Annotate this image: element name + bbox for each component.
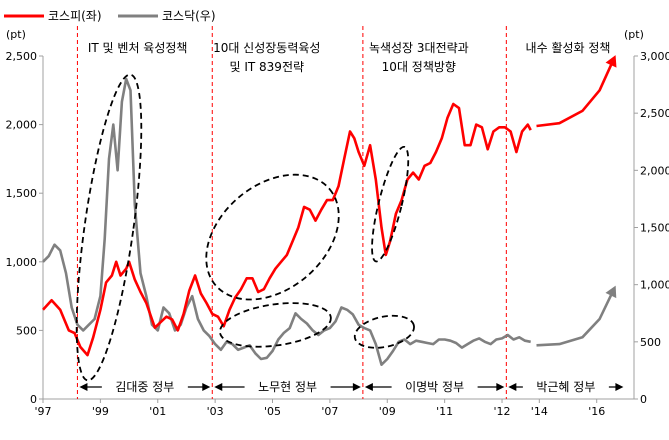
right-axis-tick-label: 1,500: [640, 222, 669, 235]
policy-label: 녹색성장 3대전략과: [369, 41, 469, 55]
left-axis-ticks: 0 500 1,000 1,500 2,000 2,500: [6, 50, 43, 406]
era-arrowhead-left: [79, 383, 88, 391]
era-arrowhead-right: [496, 383, 505, 391]
x-axis-tick-label: '99: [92, 405, 109, 418]
right-axis-unit: (pt): [624, 28, 644, 41]
right-axis-tick-label: 0: [640, 393, 647, 406]
x-axis-ticks: '97 '99 '01 '03 '05 '07 '09 '11 '12 '14 '16: [34, 399, 605, 418]
left-axis-tick-label: 1,500: [6, 187, 38, 200]
era-label-background: [391, 376, 478, 396]
left-axis-tick-label: 500: [16, 324, 37, 337]
x-axis-tick-label: '01: [149, 405, 166, 418]
x-axis-tick-label: '07: [321, 405, 338, 418]
policy-label: 10대 정책방향: [382, 59, 456, 74]
left-axis-unit: (pt): [6, 28, 26, 41]
x-axis-tick-label: '16: [588, 405, 605, 418]
era-labels: 김대중 정부 노무현 정부 이명박 정부 박근혜 정부: [79, 376, 624, 396]
legend-label-kospi: 코스피(좌): [48, 9, 102, 23]
kosdaq-projection-arrowhead: [605, 285, 617, 299]
policy-label: 10대 신성장동력육성: [213, 41, 320, 55]
era-arrowhead-right: [615, 383, 624, 391]
policy-label: 및 IT 839전략: [230, 60, 305, 74]
era-label-background: [101, 376, 188, 396]
right-axis-tick-label: 2,000: [640, 164, 669, 177]
highlight-ellipse: [219, 302, 332, 348]
left-axis-tick-label: 2,500: [6, 50, 38, 63]
policy-label: 내수 활성화 정책: [526, 40, 611, 55]
era-arrowhead-right: [202, 383, 211, 391]
x-axis-tick-label: '09: [379, 405, 396, 418]
era-arrowhead-left: [364, 383, 373, 391]
x-axis-tick-label: '12: [494, 405, 511, 418]
highlight-ellipse: [353, 314, 415, 349]
left-axis-tick-label: 1,000: [6, 256, 38, 269]
era-dividers: [76, 26, 507, 399]
era-arrowhead-left: [508, 383, 517, 391]
era-label: 이명박 정부: [405, 380, 464, 394]
era-label-background: [244, 376, 331, 396]
kospi-projection-curve: [536, 58, 616, 128]
era-arrowhead-right: [352, 383, 361, 391]
era-label: 노무현 정부: [258, 380, 317, 394]
x-axis-tick-label: '14: [531, 405, 548, 418]
right-axis-tick-label: 3,000: [640, 50, 669, 63]
legend-label-kosdaq: 코스닥(우): [162, 9, 216, 23]
x-axis-tick-label: '05: [264, 405, 281, 418]
x-axis-tick-label: '97: [34, 405, 51, 418]
highlight-ellipse: [205, 173, 340, 301]
x-axis-tick-label: '03: [207, 405, 224, 418]
legend: 코스피(좌) 코스닥(우): [4, 9, 216, 23]
era-arrowhead-left: [214, 383, 223, 391]
right-axis-tick-label: 2,500: [640, 107, 669, 120]
highlight-ellipses: [75, 73, 415, 382]
left-axis-tick-label: 0: [30, 393, 37, 406]
era-label: 김대중 정부: [115, 380, 174, 394]
kospi-line: [42, 102, 532, 357]
right-axis-tick-label: 1,000: [640, 279, 669, 292]
era-label: 박근혜 정부: [536, 380, 595, 394]
series-layer: [42, 55, 617, 367]
right-axis-tick-label: 500: [640, 336, 661, 349]
right-axis-ticks: 0 500 1,000 1,500 2,000 2,500 3,000: [634, 50, 669, 406]
era-label-background: [522, 376, 609, 396]
highlight-ellipse: [371, 145, 410, 263]
policy-label: IT 및 벤처 육성정책: [88, 40, 188, 55]
left-axis-tick-label: 2,000: [6, 119, 38, 132]
x-axis-tick-label: '11: [436, 405, 453, 418]
kosdaq-line: [42, 77, 531, 367]
kosdaq-projection-curve: [536, 288, 616, 347]
kospi-projection-arrowhead: [605, 55, 617, 68]
